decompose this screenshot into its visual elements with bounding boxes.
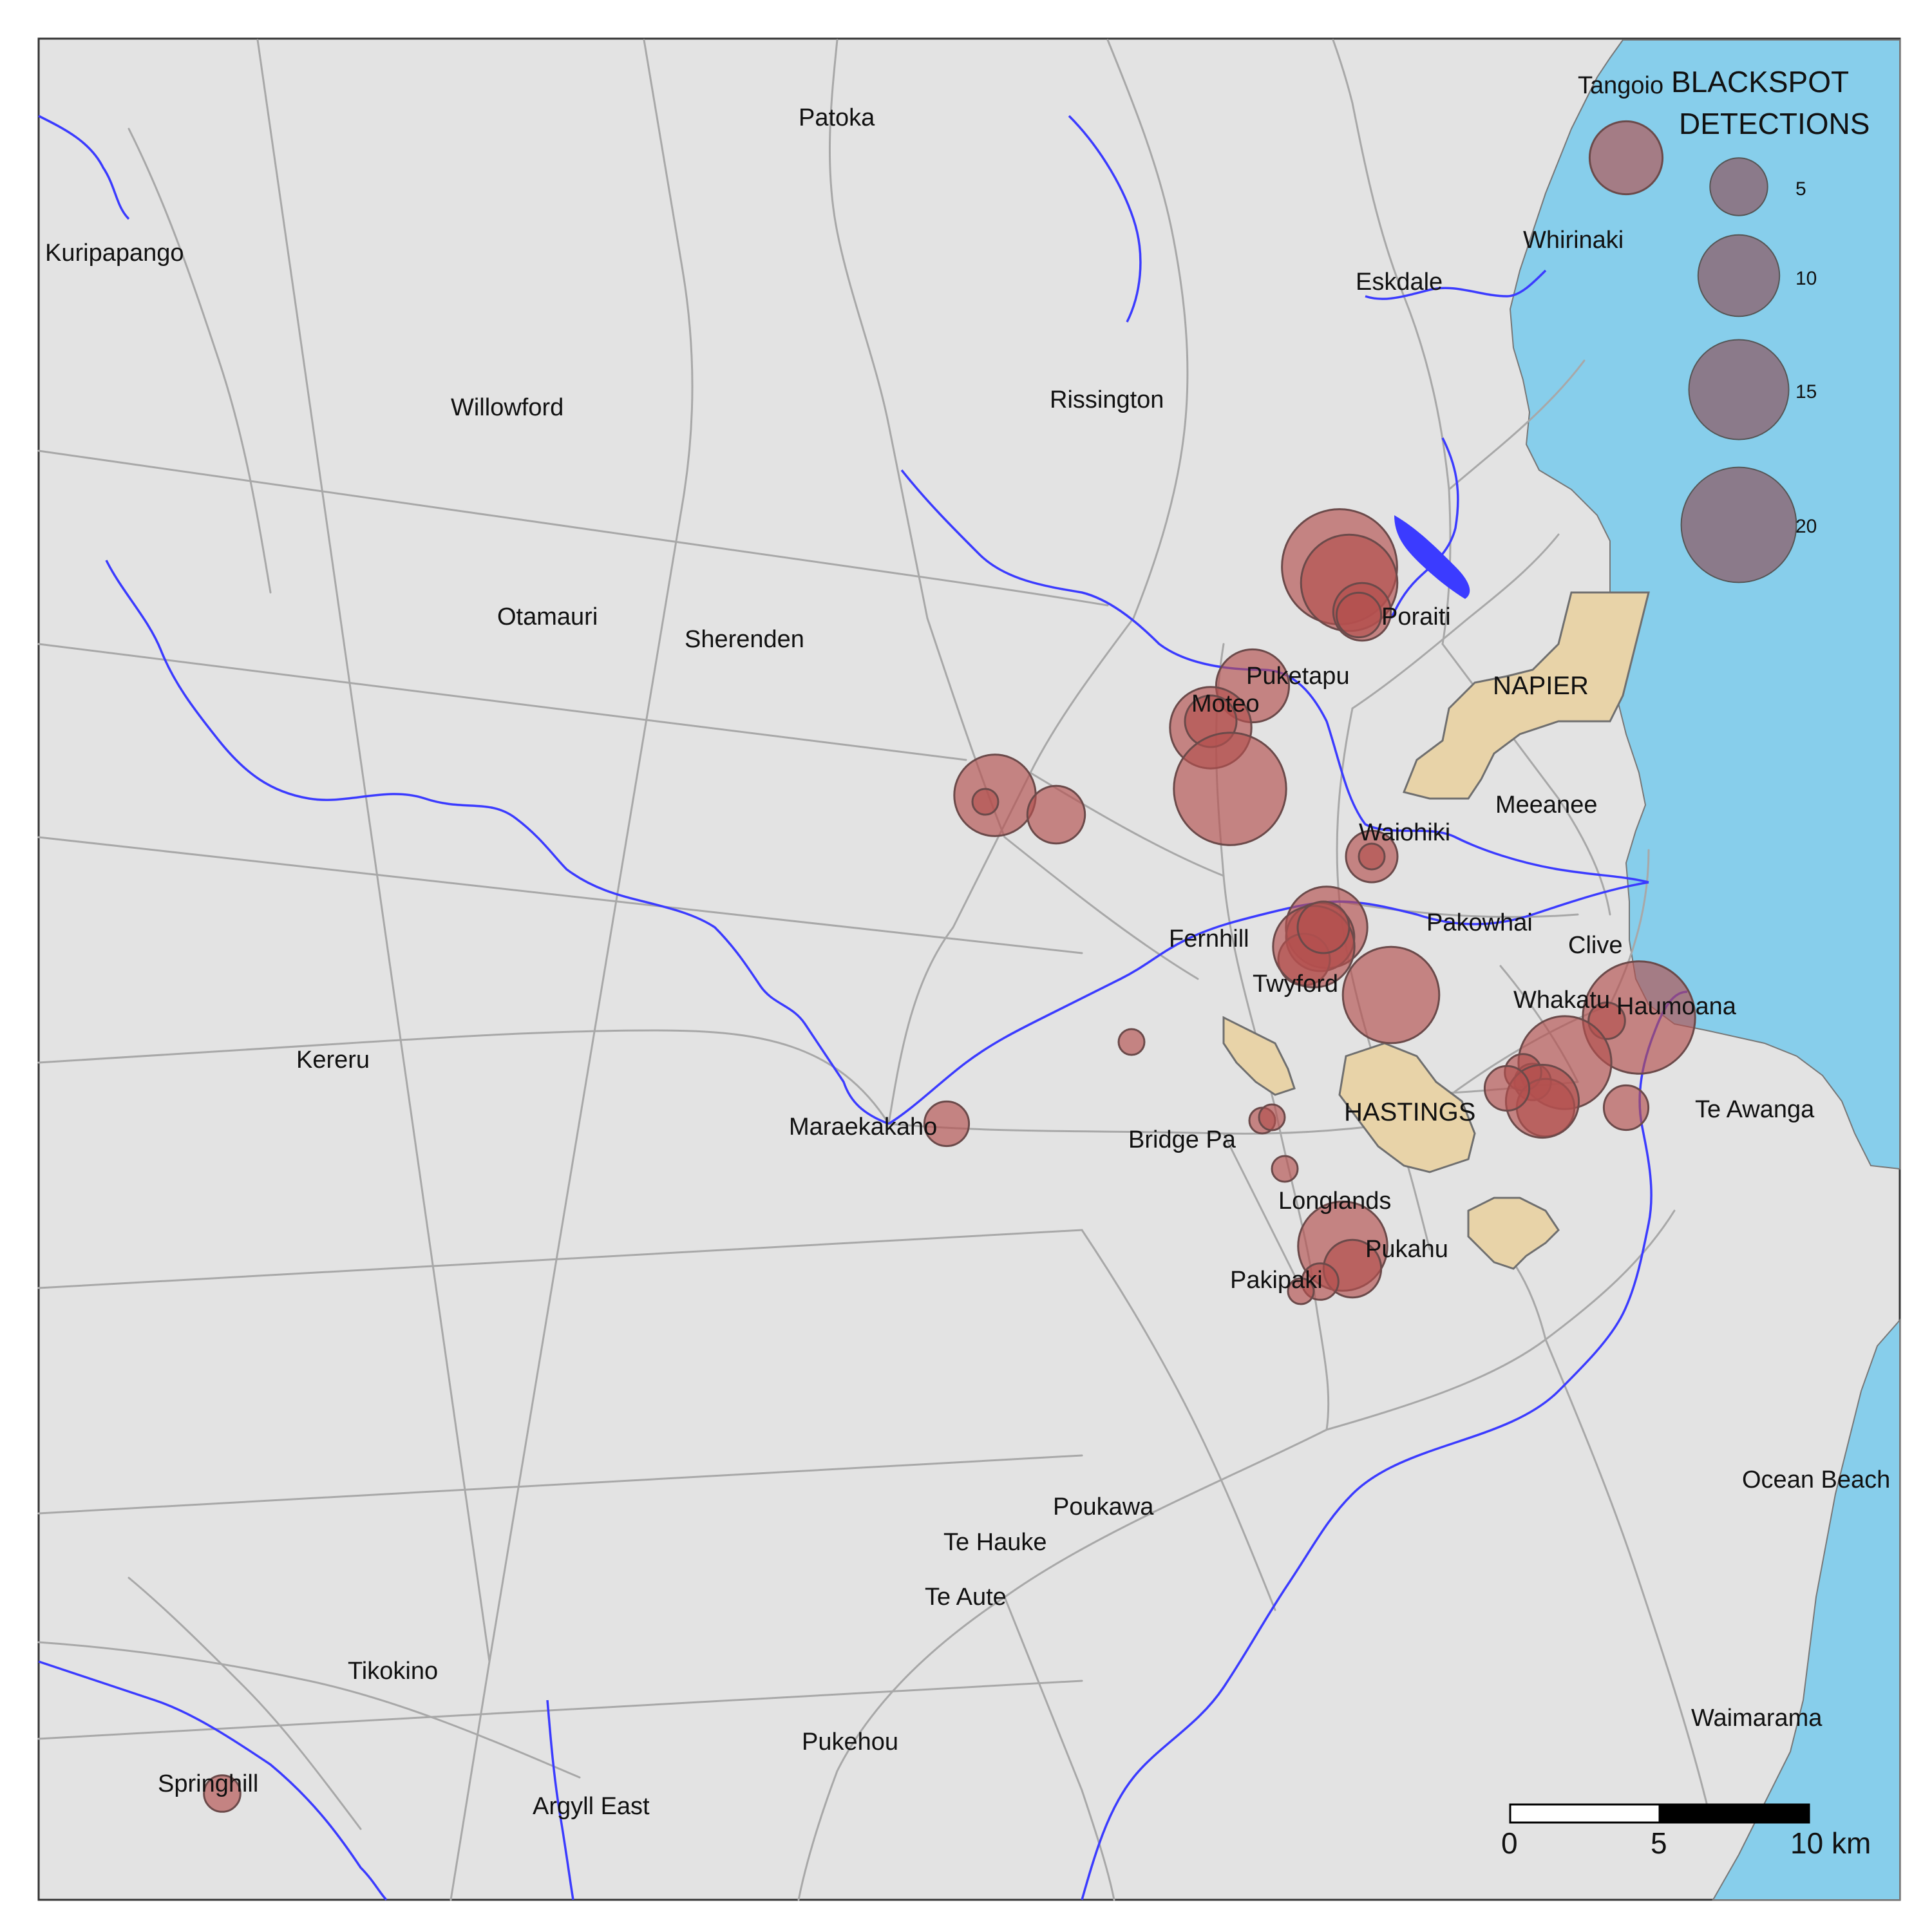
havelock-north-urban-area [1467, 1197, 1560, 1270]
scale-bar: 0 5 10 km [1501, 1803, 1871, 1860]
place-label-willowford: Willowford [451, 394, 564, 421]
legend-label-15: 15 [1795, 381, 1817, 402]
river-network [38, 115, 1688, 1901]
legend-title-line1: BLACKSPOT [1671, 65, 1849, 99]
place-label-pakowhai: Pakowhai [1426, 909, 1533, 936]
blackspot-circle [1483, 1065, 1531, 1112]
blackspot-circle [1296, 900, 1350, 954]
place-label-pukahu: Pukahu [1365, 1236, 1448, 1263]
place-label-springhill: Springhill [158, 1770, 258, 1797]
scale-bar-white-segment [1509, 1803, 1661, 1824]
esk-river [1068, 115, 1142, 323]
blackspot-circle [1287, 1277, 1315, 1305]
blackspot-circle [1358, 842, 1386, 871]
legend-circle-20 [1680, 466, 1797, 583]
blackspot-circle [1026, 784, 1086, 845]
place-label-tangoio: Tangoio [1578, 72, 1663, 99]
hastings-urban-area [1338, 1042, 1476, 1173]
place-labels: Tangoio Patoka Kuripapango Whirinaki Esk… [45, 72, 1890, 1820]
place-label-fernhill: Fernhill [1169, 925, 1249, 952]
legend: BLACKSPOT DETECTIONS 5 10 15 20 [1671, 65, 1870, 583]
place-label-kereru: Kereru [296, 1046, 370, 1074]
place-label-puketapu: Puketapu [1246, 663, 1350, 690]
place-label-pakipaki: Pakipaki [1230, 1267, 1323, 1294]
place-label-waimarama: Waimarama [1691, 1705, 1823, 1732]
tutaekuri-lower [900, 469, 1649, 884]
legend-title-line2: DETECTIONS [1679, 107, 1870, 140]
place-label-ocean-beach: Ocean Beach [1742, 1466, 1890, 1493]
tutaekuri-river [105, 560, 889, 1125]
place-label-patoka: Patoka [799, 104, 875, 131]
west-river [38, 115, 130, 220]
blackspot-circle [1588, 120, 1664, 196]
tukituki-river [1081, 990, 1688, 1900]
town-label-hastings: HASTINGS [1344, 1098, 1475, 1126]
place-label-tikokino: Tikokino [348, 1658, 438, 1685]
ahuriri-channel [1390, 437, 1459, 619]
place-label-kuripapango: Kuripapango [45, 240, 184, 267]
place-label-whakatu: Whakatu [1513, 987, 1610, 1014]
napier-urban-area [1402, 591, 1650, 800]
place-label-te-awanga: Te Awanga [1695, 1096, 1815, 1123]
blackspot-circle [1341, 945, 1441, 1045]
road-network [37, 39, 1708, 1901]
place-label-whirinaki: Whirinaki [1523, 227, 1624, 254]
blackspot-circle [1117, 1028, 1146, 1056]
northern-river [1365, 269, 1547, 300]
sea-area-south [1712, 1318, 1900, 1900]
place-label-te-aute: Te Aute [925, 1584, 1007, 1611]
blackspot-circle [1335, 591, 1383, 639]
place-label-meeanee: Meeanee [1495, 791, 1597, 819]
place-label-waiohiki: Waiohiki [1359, 819, 1450, 846]
place-label-longlands: Longlands [1278, 1188, 1391, 1215]
place-label-otamauri: Otamauri [497, 603, 598, 630]
blackspot-circle [1582, 960, 1696, 1075]
legend-circle-5 [1709, 157, 1768, 216]
place-label-rissington: Rissington [1050, 386, 1164, 413]
blackspot-circle [1602, 1084, 1650, 1132]
blackspot-circle [971, 788, 999, 816]
place-label-maraekakaho: Maraekakaho [789, 1113, 937, 1141]
legend-circle-15 [1688, 339, 1790, 440]
blackspot-layer [203, 120, 1696, 1813]
ahuriri-lagoon [1394, 515, 1470, 599]
maraekakaho-stream [546, 1700, 574, 1900]
scale-label-10km: 10 km [1790, 1826, 1871, 1860]
place-label-argyll-east: Argyll East [533, 1793, 650, 1820]
place-label-eskdale: Eskdale [1356, 269, 1443, 296]
place-label-pukehou: Pukehou [802, 1728, 898, 1756]
scale-bar-black-segment [1658, 1803, 1810, 1824]
place-label-clive: Clive [1568, 932, 1622, 959]
place-label-sherenden: Sherenden [685, 626, 804, 653]
flaxmere-urban-area [1222, 1016, 1296, 1096]
ngaruroro-river [888, 881, 1649, 1125]
blackspot-circle [1258, 1103, 1286, 1132]
place-label-poraiti: Poraiti [1381, 603, 1451, 630]
legend-label-5: 5 [1795, 178, 1806, 200]
town-label-napier: NAPIER [1493, 672, 1589, 700]
legend-circles [1680, 157, 1797, 583]
blackspot-circle [1271, 1155, 1299, 1183]
place-label-bridge-pa: Bridge Pa [1128, 1126, 1236, 1153]
place-label-poukawa: Poukawa [1053, 1493, 1154, 1520]
blackspot-circle [923, 1100, 971, 1148]
place-label-twyford: Twyford [1253, 971, 1338, 998]
scale-label-0: 0 [1501, 1826, 1518, 1860]
blackspot-circle [1173, 732, 1287, 846]
scale-label-5: 5 [1651, 1826, 1667, 1860]
south-river [38, 1660, 388, 1901]
legend-circle-10 [1697, 234, 1781, 317]
legend-label-10: 10 [1795, 268, 1817, 289]
place-label-te-hauke: Te Hauke [943, 1529, 1047, 1556]
place-label-haumoana: Haumoana [1616, 993, 1737, 1020]
blackspot-circle [203, 1774, 242, 1813]
place-label-moteo: Moteo [1191, 690, 1260, 717]
legend-label-20: 20 [1795, 516, 1817, 537]
